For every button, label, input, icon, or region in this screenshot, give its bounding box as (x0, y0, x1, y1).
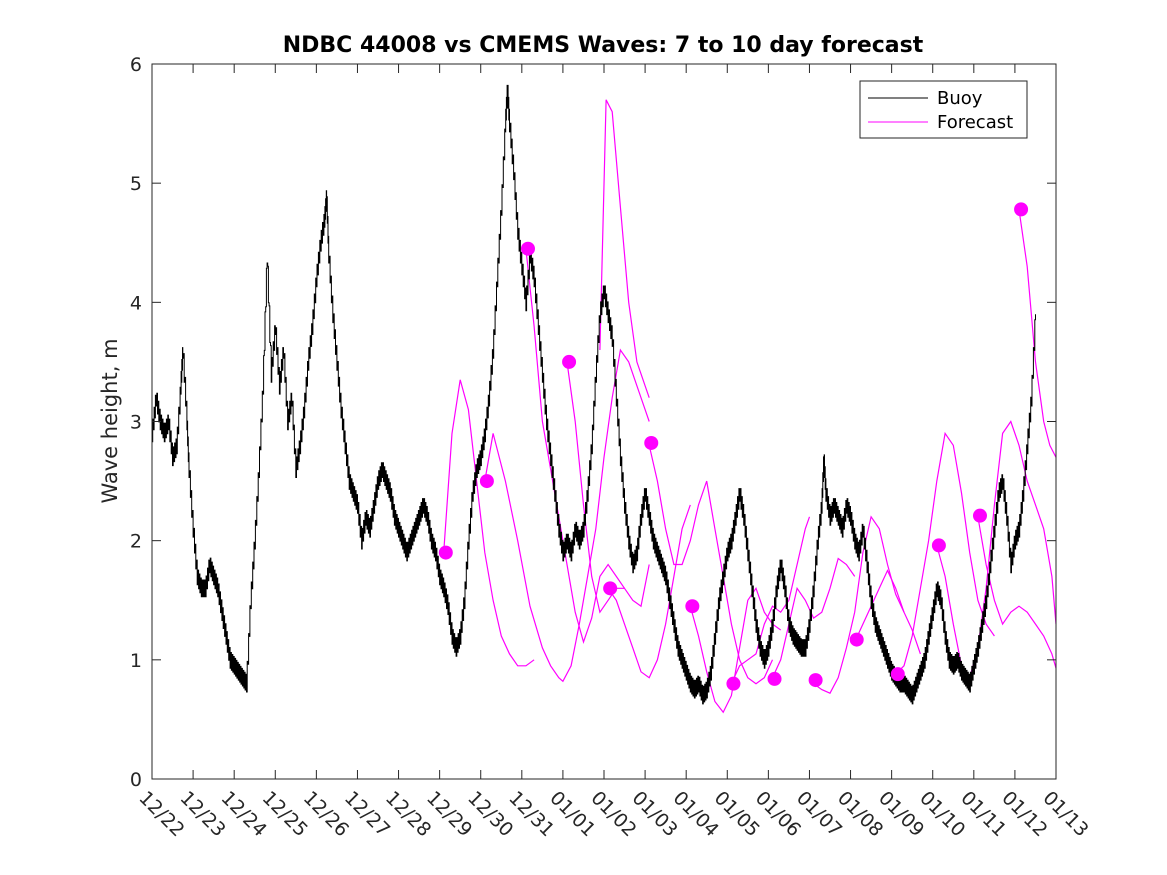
forecast-start-marker (685, 599, 700, 614)
forecast-series-line (484, 348, 650, 683)
forecast-series-line (443, 379, 535, 667)
forecast-series-line (599, 99, 650, 398)
y-tick-label: 0 (130, 769, 142, 791)
y-tick-label: 6 (130, 54, 142, 76)
legend: Buoy Forecast (859, 80, 1028, 139)
forecast-series-line (977, 516, 1056, 669)
forecast-start-marker (972, 508, 987, 523)
forecast-series-line (648, 445, 774, 685)
legend-box (859, 80, 1028, 139)
forecast-start-marker (479, 474, 494, 489)
forecast-start-marker (562, 354, 577, 369)
forecast-start-marker (931, 538, 946, 553)
forecast-start-marker (849, 632, 864, 647)
forecast-series-line (771, 557, 856, 678)
chart-title: NDBC 44008 vs CMEMS Waves: 7 to 10 day f… (283, 33, 924, 58)
y-tick-label: 5 (130, 173, 142, 195)
forecast-start-marker (438, 545, 453, 560)
legend-forecast-label: Forecast (937, 112, 1013, 133)
y-tick-label: 3 (130, 412, 142, 434)
forecast-start-marker (726, 676, 741, 691)
legend-buoy-label: Buoy (937, 88, 983, 109)
forecast-series-line (813, 515, 905, 694)
forecast-start-marker (603, 581, 618, 596)
y-tick-label: 2 (130, 531, 142, 553)
y-axis-label: Wave height, m (98, 338, 122, 503)
forecast-start-marker (644, 435, 659, 450)
forecast-start-marker (890, 667, 905, 682)
buoy-series-line (152, 84, 1036, 705)
forecast-series-line (1018, 209, 1056, 458)
y-tick-label: 1 (130, 650, 142, 672)
forecast-series-line (895, 431, 995, 675)
forecast-series-line (525, 248, 625, 645)
forecast-series-line (689, 586, 782, 714)
forecast-start-marker (808, 673, 823, 688)
forecast-series-line (936, 420, 1056, 680)
forecast-start-marker (1014, 202, 1029, 217)
forecast-series-line (607, 504, 691, 679)
forecast-series-line (854, 569, 921, 655)
forecast-series-line (730, 516, 811, 684)
y-tick-label: 4 (130, 292, 142, 314)
forecast-series-line (566, 361, 650, 614)
forecast-start-marker (520, 241, 535, 256)
forecast-start-marker (767, 671, 782, 686)
